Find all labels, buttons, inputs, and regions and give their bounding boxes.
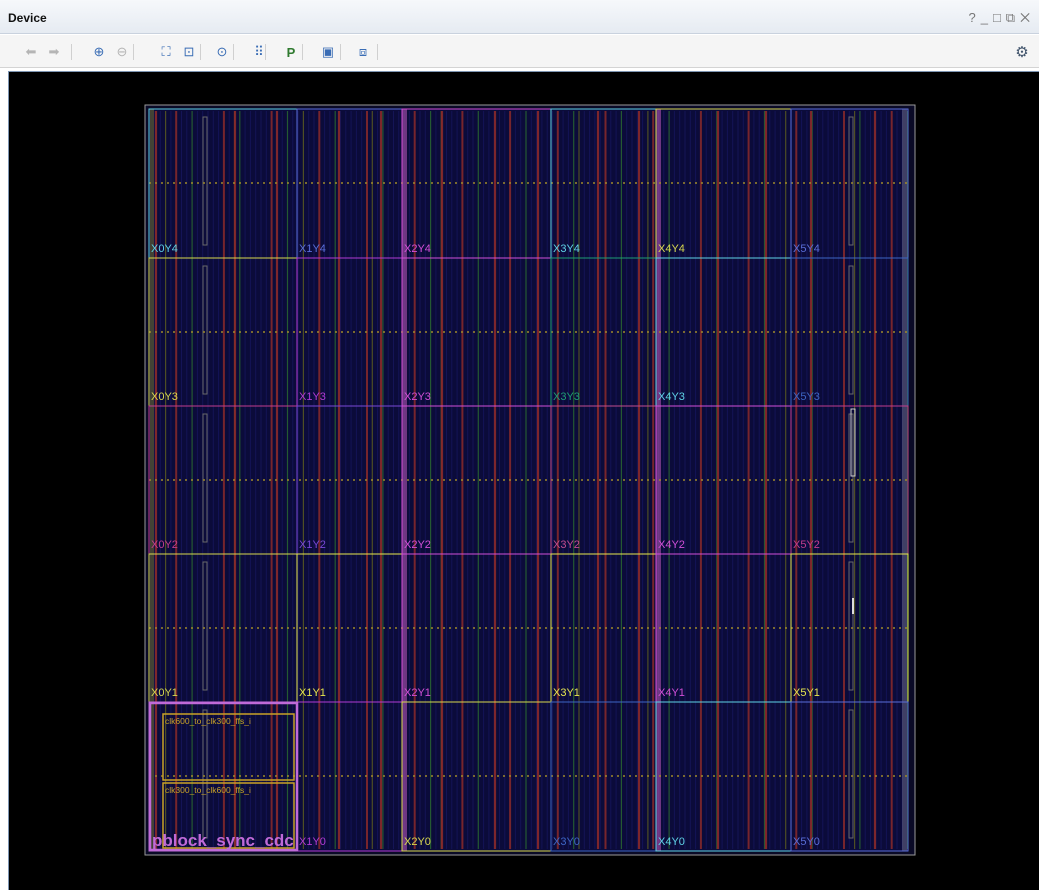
zoom-fit-icon: ⛶	[161, 44, 171, 59]
hard-block	[202, 116, 208, 246]
hard-block	[848, 265, 854, 395]
window-titlebar: Device ?_□⧉✕	[0, 0, 1039, 34]
io-column	[402, 109, 407, 851]
close-icon[interactable]: ✕	[1020, 10, 1035, 25]
clock-region-label: X3Y0	[553, 836, 580, 848]
clock-region-label: X4Y0	[658, 836, 685, 848]
clock-region-label: X0Y2	[151, 539, 178, 551]
toolbar-separator	[302, 44, 303, 60]
zoom-in-button[interactable]: ⊕	[88, 41, 110, 63]
toolbar-separator	[71, 44, 72, 60]
auto-fit-selection-button[interactable]: ⊙	[211, 41, 233, 63]
pblock-label: pblock_sync_cdc	[152, 831, 294, 850]
clock-region-label: X5Y0	[793, 836, 820, 848]
zoom-out-button[interactable]: ⊖	[111, 41, 133, 63]
arrow-left-icon: ⬅	[25, 44, 37, 59]
cell-outline	[162, 782, 295, 849]
clock-region-label: X4Y1	[658, 687, 685, 699]
site-constraint-icon: ▣	[321, 44, 335, 59]
maximize-icon[interactable]: □	[992, 10, 1006, 25]
clock-region-label: X4Y2	[658, 539, 685, 551]
toolbar-separator	[200, 44, 201, 60]
clock-region-label: X1Y3	[299, 391, 326, 403]
clock-region-label: X5Y1	[793, 687, 820, 699]
window-controls: ?_□⧉✕	[968, 0, 1035, 36]
draw-pblock-icon: P	[286, 44, 296, 60]
clock-region-label: X0Y4	[151, 243, 178, 255]
draw-pblock-button[interactable]: P	[280, 41, 302, 63]
clock-region-label: X1Y2	[299, 539, 326, 551]
device-toolbar: ⬅ ➡ ⊕ ⊖ ⛶ ⊡ ⊙ ⠿ P ▣ ⧈ ⚙	[0, 35, 1039, 68]
hard-block	[202, 265, 208, 395]
clock-region-label: X1Y0	[299, 836, 326, 848]
hard-block	[202, 413, 208, 543]
restore-icon[interactable]: ⧉	[1005, 10, 1021, 25]
zoom-selection-icon: ⊡	[183, 44, 195, 59]
routing-icon: ⠿	[254, 44, 264, 59]
device-options-button[interactable]: ⧈	[352, 41, 374, 63]
toolbar-separator	[265, 44, 266, 60]
io-column-right	[902, 109, 907, 851]
clock-region-label: X0Y1	[151, 687, 178, 699]
highlight-block	[852, 598, 854, 614]
clock-region-label: X3Y2	[553, 539, 580, 551]
cell-outline	[162, 713, 295, 781]
toolbar-separator	[340, 44, 341, 60]
help-icon[interactable]: ?	[968, 10, 981, 25]
hard-block	[848, 709, 854, 839]
clock-region-label: X1Y1	[299, 687, 326, 699]
forward-button[interactable]: ➡	[43, 41, 65, 63]
gear-icon[interactable]: ⚙	[1015, 44, 1029, 61]
zoom-fit-button[interactable]: ⛶	[155, 41, 177, 63]
arrow-right-icon: ➡	[48, 44, 60, 59]
clock-region-label: X5Y4	[793, 243, 820, 255]
cell-label: clk300_to_clk600_ffs_i	[165, 785, 251, 795]
fabric-columns	[149, 109, 909, 851]
clock-region-label: X5Y2	[793, 539, 820, 551]
clock-region	[790, 701, 909, 852]
hard-block	[202, 561, 208, 691]
cell-label: clk600_to_clk300_ffs_i	[165, 716, 251, 726]
clock-region-label: X3Y3	[553, 391, 580, 403]
highlight-block	[850, 408, 856, 477]
routing-resources-button[interactable]: ⠿	[248, 41, 270, 63]
device-floorplan[interactable]: X0Y4 X1Y4 X2Y4 X3Y4 X4Y4 X5Y4 X0Y3 X1Y3 X2Y3 X3Y3…	[9, 72, 1039, 890]
crosshair-icon: ⊙	[216, 44, 228, 59]
hard-block	[202, 709, 208, 839]
clock-region-labels: X0Y4 X1Y4 X2Y4 X3Y4 X4Y4 X5Y4 X0Y3 X1Y3 X2Y3 X3Y3…	[151, 243, 820, 848]
device-canvas[interactable]: X0Y4 X1Y4 X2Y4 X3Y4 X4Y4 X5Y4 X0Y3 X1Y3 X2Y3 X3Y3…	[8, 71, 1039, 890]
toolbar-separator	[133, 44, 134, 60]
clock-region-label: X0Y3	[151, 391, 178, 403]
clock-region-label: X2Y3	[404, 391, 431, 403]
clock-region-label: X1Y4	[299, 243, 326, 255]
minimize-icon[interactable]: _	[980, 10, 993, 25]
zoom-out-icon: ⊖	[116, 44, 128, 59]
clock-region-label: X2Y0	[404, 836, 431, 848]
clock-region-label: X3Y4	[553, 243, 580, 255]
clock-region-label: X2Y4	[404, 243, 431, 255]
io-column	[656, 109, 661, 851]
hard-block	[848, 116, 854, 246]
clock-region-label: X4Y3	[658, 391, 685, 403]
clock-region-label: X2Y2	[404, 539, 431, 551]
io-column-left	[150, 109, 154, 851]
toolbar-separator	[377, 44, 378, 60]
clock-region-label: X2Y1	[404, 687, 431, 699]
create-site-constraint-button[interactable]: ▣	[317, 41, 339, 63]
hard-block	[848, 561, 854, 691]
clock-region-label: X4Y4	[658, 243, 685, 255]
zoom-selection-button[interactable]: ⊡	[178, 41, 200, 63]
clock-region-label: X5Y3	[793, 391, 820, 403]
clock-region-label: X3Y1	[553, 687, 580, 699]
back-button[interactable]: ⬅	[20, 41, 42, 63]
window-title: Device	[8, 11, 47, 25]
zoom-in-icon: ⊕	[93, 44, 105, 59]
layers-icon: ⧈	[358, 44, 368, 59]
pblock-outline	[148, 701, 299, 852]
toolbar-separator	[233, 44, 234, 60]
